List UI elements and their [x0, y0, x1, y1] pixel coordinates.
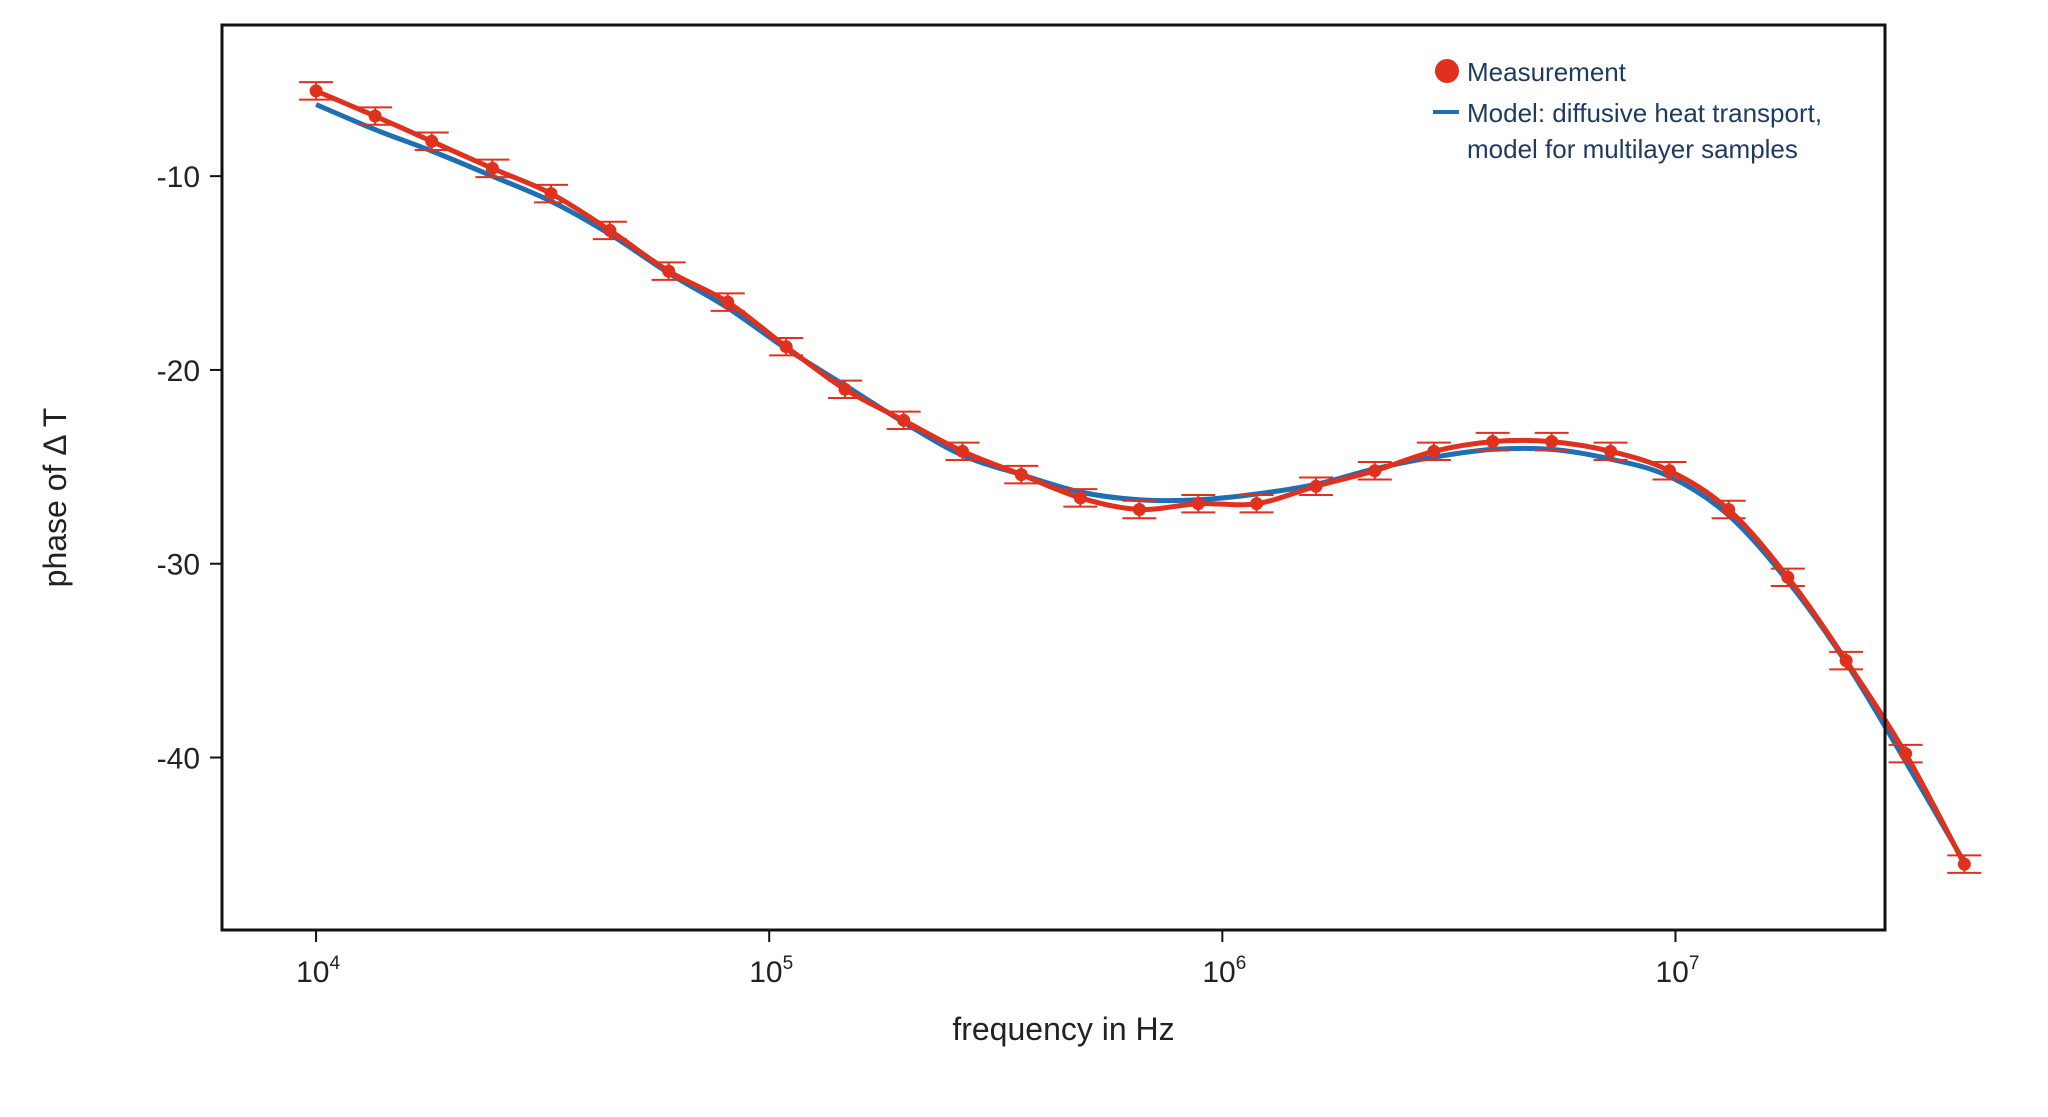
measurement-point	[1545, 435, 1559, 449]
x-tick-label: 104	[296, 953, 340, 989]
measurement-point	[838, 382, 852, 396]
error-bars	[299, 81, 1982, 874]
measurement-point	[1014, 468, 1028, 482]
x-tick-label: 105	[749, 953, 793, 989]
measurement-point	[485, 161, 499, 175]
x-tick-label: 107	[1655, 953, 1699, 989]
measurement-point	[309, 84, 323, 98]
legend: Measurement Model: diffusive heat transp…	[1433, 57, 1822, 164]
y-tick-label: -20	[157, 355, 200, 388]
measurement-point	[1250, 497, 1264, 511]
measurement-point	[721, 295, 735, 309]
measurement-point	[1309, 479, 1323, 493]
measurement-point	[603, 223, 617, 237]
x-axis-title: frequency in Hz	[952, 1011, 1174, 1047]
measurement-point	[1662, 464, 1676, 478]
model-curve	[315, 102, 1967, 864]
y-tick-label: -40	[157, 743, 200, 776]
measurement-point	[368, 109, 382, 123]
measurement-point	[1899, 747, 1913, 761]
y-axis-title: phase of Δ T	[37, 408, 73, 588]
legend-measurement-label: Measurement	[1467, 57, 1627, 87]
measurement-point	[779, 340, 793, 354]
x-tick-label: 106	[1202, 953, 1246, 989]
plot-frame	[220, 23, 1887, 932]
measurement-point	[1073, 491, 1087, 505]
measurement-point	[1427, 444, 1441, 458]
y-tick-label: -10	[157, 161, 200, 194]
measurement-point	[425, 134, 439, 148]
measurement-point	[544, 187, 558, 201]
measurement-point	[1957, 857, 1971, 871]
measurement-point	[1368, 464, 1382, 478]
measurement-point	[1486, 435, 1500, 449]
measurement-point	[1191, 497, 1205, 511]
measurement-points	[309, 84, 1971, 871]
axes: -10 -20 -30 -40 104 105 106 107	[157, 23, 1887, 989]
measurement-point	[662, 264, 676, 278]
measurement-point	[1781, 570, 1795, 584]
plot-area	[299, 81, 1982, 874]
measurement-point	[1839, 654, 1853, 668]
measurement-point	[955, 444, 969, 458]
legend-model-label-line2: model for multilayer samples	[1467, 134, 1798, 164]
y-tick-label: -30	[157, 549, 200, 582]
measurement-point	[1722, 502, 1736, 516]
measurement-point	[1604, 444, 1618, 458]
legend-model-label-line1: Model: diffusive heat transport,	[1467, 98, 1822, 128]
measurement-point	[897, 413, 911, 427]
legend-measurement-marker	[1435, 59, 1459, 83]
measurement-point	[1132, 502, 1146, 516]
